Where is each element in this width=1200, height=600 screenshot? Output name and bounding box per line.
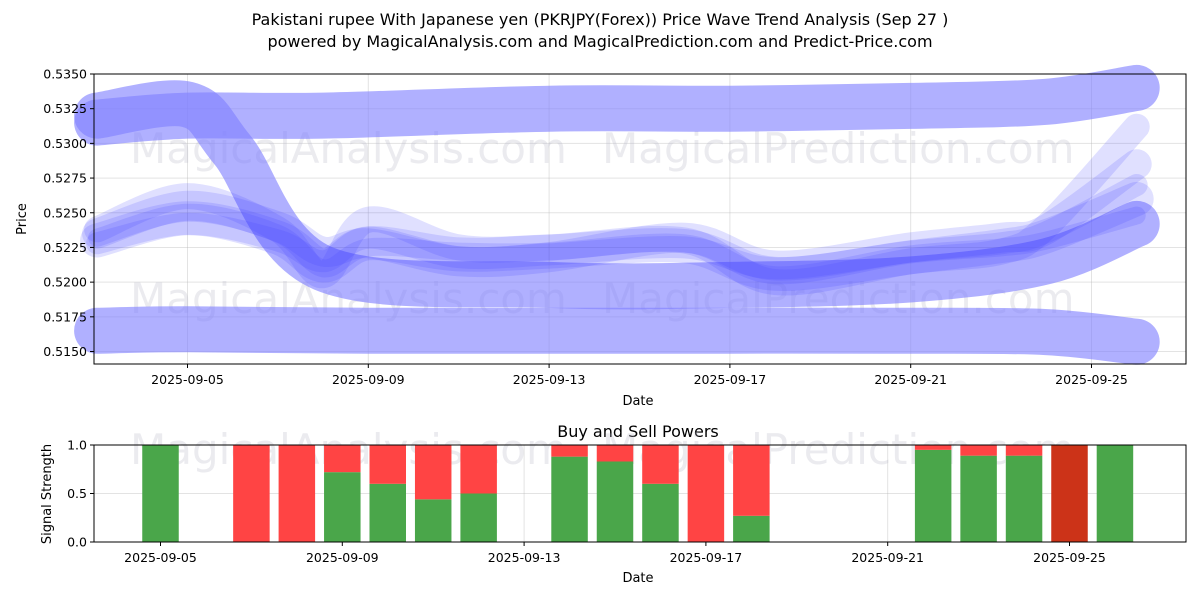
- price-y-tick-label: 0.5275: [43, 171, 87, 186]
- buy-bar: [460, 493, 497, 542]
- price-x-tick-label: 2025-09-05: [151, 372, 224, 387]
- buy-bar: [1005, 455, 1043, 542]
- sell-bar: [687, 445, 725, 542]
- wave-series-2: [84, 113, 1150, 296]
- buy-bar: [733, 515, 770, 542]
- price-y-tick-label: 0.5175: [43, 309, 87, 324]
- powers-bars: [142, 445, 1134, 542]
- sell-bar: [278, 445, 316, 542]
- buy-bar: [642, 483, 679, 542]
- buy-bar: [142, 445, 179, 542]
- band-mid-loop: [74, 80, 1160, 310]
- sell-bar: [642, 445, 679, 484]
- sell-bar: [460, 445, 497, 494]
- powers-x-ticks: 2025-09-05 2025-09-09 2025-09-13 2025-09-17…: [124, 542, 1106, 565]
- price-x-ticks: 2025-09-05 2025-09-09 2025-09-13 2025-09-17…: [151, 364, 1128, 387]
- powers-x-tick-label: 2025-09-13: [488, 550, 561, 565]
- sell-bar: [1051, 445, 1088, 542]
- price-x-tick-label: 2025-09-21: [874, 372, 947, 387]
- wave-series-0: [88, 203, 1146, 285]
- sell-bar: [596, 445, 634, 462]
- price-x-tick-label: 2025-09-13: [513, 372, 586, 387]
- powers-title: Buy and Sell Powers: [557, 422, 719, 441]
- sell-bar: [414, 445, 452, 500]
- watermark-prediction-top: MagicalPrediction.com: [602, 124, 1075, 173]
- powers-y-ticks: 0.0 0.5 1.0: [67, 438, 94, 550]
- powers-y-tick-label: 0.5: [67, 486, 87, 501]
- buy-bar: [1096, 445, 1134, 542]
- powers-x-tick-label: 2025-09-05: [124, 550, 197, 565]
- powers-y-tick-label: 1.0: [67, 438, 87, 453]
- price-y-tick-label: 0.5350: [43, 67, 87, 82]
- sell-bar: [1005, 445, 1043, 456]
- powers-y-tick-label: 0.0: [67, 535, 87, 550]
- price-x-tick-label: 2025-09-17: [694, 372, 767, 387]
- price-x-tick-label: 2025-09-09: [332, 372, 405, 387]
- sell-bar: [233, 445, 270, 542]
- price-x-tick-label: 2025-09-25: [1055, 372, 1128, 387]
- buy-bar: [369, 483, 406, 542]
- sell-bar: [369, 445, 406, 484]
- price-y-tick-label: 0.5300: [43, 136, 87, 151]
- sell-bar: [960, 445, 997, 456]
- price-y-tick-label: 0.5325: [43, 101, 87, 116]
- buy-bar: [551, 456, 588, 542]
- price-y-tick-label: 0.5150: [43, 344, 87, 359]
- chart-subtitle: powered by MagicalAnalysis.com and Magic…: [267, 32, 933, 51]
- sell-bar: [551, 445, 588, 457]
- sell-bar: [733, 445, 770, 516]
- band-upper: [74, 64, 1160, 146]
- buy-bar: [414, 499, 452, 542]
- price-bands: [74, 64, 1160, 365]
- powers-y-label: Signal Strength: [40, 444, 55, 544]
- wave-series-3: [82, 149, 1152, 281]
- powers-x-tick-label: 2025-09-25: [1033, 550, 1106, 565]
- price-y-tick-label: 0.5225: [43, 240, 87, 255]
- wave-series-4: [80, 181, 1154, 291]
- band-lower: [74, 306, 1160, 365]
- powers-x-tick-label: 2025-09-17: [670, 550, 743, 565]
- price-y-label: Price: [15, 203, 30, 235]
- price-y-tick-label: 0.5250: [43, 205, 87, 220]
- wave-series-1: [86, 174, 1148, 280]
- price-waves: [80, 113, 1154, 296]
- price-x-label: Date: [622, 394, 653, 409]
- powers-x-tick-label: 2025-09-09: [306, 550, 379, 565]
- buy-bar: [596, 461, 634, 542]
- sell-bar: [914, 445, 952, 450]
- chart-title: Pakistani rupee With Japanese yen (PKRJP…: [251, 10, 949, 29]
- powers-x-label: Date: [622, 571, 653, 586]
- powers-x-tick-label: 2025-09-21: [851, 550, 924, 565]
- price-plot-frame: [93, 73, 1187, 365]
- buy-bar: [960, 455, 997, 542]
- buy-bar: [324, 472, 361, 542]
- buy-bar: [914, 449, 952, 542]
- price-y-ticks: 0.5150 0.5175 0.5200 0.5225 0.5250 0.5275 0.53…: [43, 67, 94, 359]
- sell-bar: [324, 445, 361, 473]
- price-y-tick-label: 0.5200: [43, 275, 87, 290]
